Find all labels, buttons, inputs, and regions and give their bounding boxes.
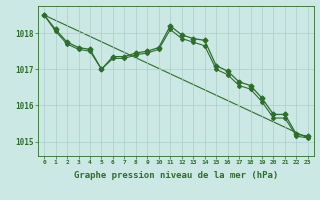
X-axis label: Graphe pression niveau de la mer (hPa): Graphe pression niveau de la mer (hPa) — [74, 171, 278, 180]
